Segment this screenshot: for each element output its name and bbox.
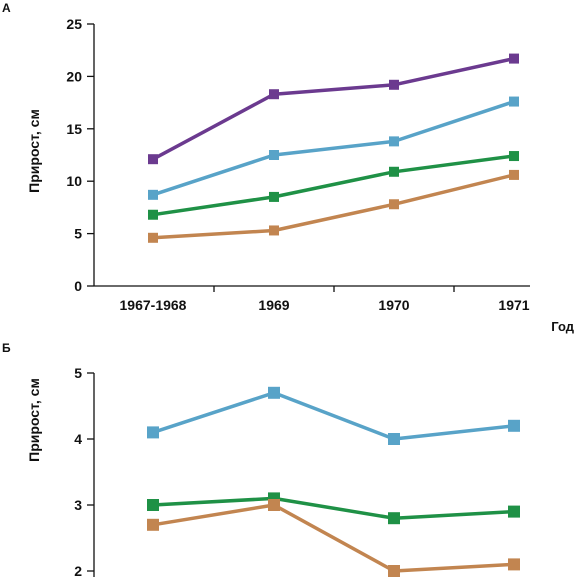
data-point — [509, 151, 519, 162]
data-point — [388, 565, 400, 577]
y-tick-label: 15 — [66, 121, 82, 137]
series-line — [152, 391, 515, 441]
data-point — [509, 53, 519, 64]
data-point — [268, 386, 280, 399]
data-point — [148, 209, 158, 220]
y-tick-label: 2 — [74, 563, 82, 577]
data-point — [269, 191, 279, 202]
data-point — [508, 558, 520, 571]
panel-b-letter: Б — [2, 341, 11, 355]
series-2 — [148, 96, 519, 200]
data-point — [388, 512, 400, 525]
x-tick-label: 1967-1968 — [120, 297, 187, 313]
y-tick-label: 0 — [74, 278, 82, 294]
data-point — [508, 505, 520, 518]
series-1 — [147, 386, 520, 445]
data-point — [389, 136, 399, 147]
data-point — [147, 499, 159, 511]
panel-b: Б Прирост, см 2 3 4 5 — [2, 341, 520, 577]
panel-b-series — [147, 386, 520, 577]
panel-a-letter: А — [2, 1, 11, 15]
data-point — [388, 433, 400, 445]
y-tick-label: 10 — [66, 173, 82, 189]
series-line — [152, 99, 515, 197]
data-point — [509, 96, 519, 107]
y-tick-label: 3 — [74, 497, 82, 513]
series-2 — [147, 492, 520, 525]
y-tick-label: 4 — [74, 431, 82, 447]
data-point — [389, 199, 399, 210]
data-point — [269, 225, 279, 236]
data-point — [148, 232, 158, 243]
panel-b-y-axis-title: Прирост, см — [26, 378, 42, 462]
x-tick-label: 1971 — [498, 297, 529, 313]
y-tick-label: 5 — [74, 365, 82, 381]
data-point — [268, 499, 280, 511]
x-tick-label: 1969 — [258, 297, 289, 313]
data-point — [148, 154, 158, 165]
panel-a-x-ticks: 1967-1968 1969 1970 1971 — [120, 286, 530, 313]
data-point — [147, 518, 159, 531]
panel-a-y-axis-title: Прирост, см — [26, 109, 42, 193]
series-line — [152, 503, 515, 573]
series-line — [152, 173, 515, 240]
panel-a-x-axis-title: Год — [551, 319, 574, 334]
panel-b-y-ticks: 2 3 4 5 — [74, 365, 94, 577]
y-tick-label: 20 — [66, 68, 82, 84]
series-line — [152, 56, 515, 161]
panel-a-axes — [93, 24, 530, 287]
x-tick-label: 1970 — [378, 297, 409, 313]
data-point — [269, 150, 279, 160]
data-point — [148, 189, 158, 200]
series-1 — [148, 53, 519, 165]
panel-a-y-ticks: 0 5 10 15 20 25 — [66, 16, 94, 294]
data-point — [389, 166, 399, 177]
series-4 — [148, 169, 519, 243]
data-point — [508, 419, 520, 432]
y-tick-label: 5 — [74, 226, 82, 242]
series-3 — [147, 499, 520, 577]
panel-a-series — [148, 53, 519, 243]
y-tick-label: 25 — [66, 16, 82, 32]
series-line — [152, 154, 515, 217]
data-point — [147, 426, 159, 439]
data-point — [269, 89, 279, 100]
series-line — [152, 496, 515, 520]
series-3 — [148, 151, 519, 220]
data-point — [389, 79, 399, 90]
data-point — [509, 169, 519, 180]
